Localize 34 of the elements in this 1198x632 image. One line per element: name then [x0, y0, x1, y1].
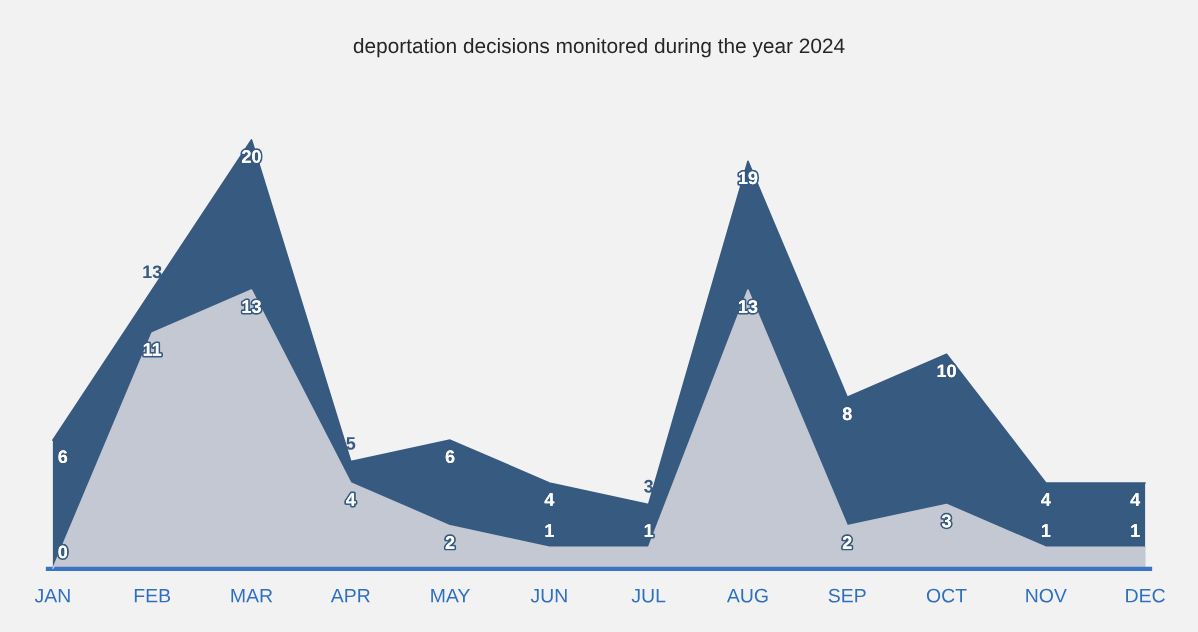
x-tick-label: APR: [330, 588, 370, 603]
data-label: 3: [644, 479, 654, 493]
data-label: 11: [143, 343, 162, 356]
x-tick-label: JUL: [631, 588, 666, 603]
x-tick-label: DEC: [1126, 588, 1165, 603]
x-tick-label: JUN: [530, 588, 567, 603]
data-label: 4: [1130, 493, 1141, 506]
data-label: 13: [242, 300, 261, 313]
data-label: 6: [58, 450, 68, 464]
data-label: 1: [545, 524, 554, 537]
data-label: 8: [842, 407, 852, 421]
data-label: 2: [842, 536, 852, 549]
data-label: 4: [346, 493, 356, 506]
data-label: 4: [1041, 493, 1051, 506]
x-tick-label: SEP: [828, 588, 866, 603]
data-label: 0: [58, 545, 68, 559]
data-label: 1: [1131, 524, 1140, 537]
data-label: 6: [445, 450, 455, 464]
x-tick-label: MAR: [231, 588, 273, 603]
data-label: 1: [644, 524, 654, 537]
data-label: 13: [143, 265, 162, 279]
x-tick-label: AUG: [726, 588, 768, 603]
chart-title: deportation decisions monitored during the year 2024: [353, 37, 845, 58]
data-label: 10: [937, 364, 956, 378]
data-label: 1: [1041, 524, 1051, 537]
data-label: 3: [941, 514, 951, 528]
x-tick-label: NOV: [1026, 588, 1067, 603]
x-tick-label: FEB: [134, 588, 171, 603]
x-tick-label: JAN: [34, 588, 70, 603]
x-tick-label: MAY: [431, 588, 470, 603]
data-label: 4: [544, 493, 555, 506]
data-label: 5: [346, 437, 356, 450]
x-tick-label: OCT: [926, 588, 967, 603]
data-label: 2: [445, 536, 455, 549]
